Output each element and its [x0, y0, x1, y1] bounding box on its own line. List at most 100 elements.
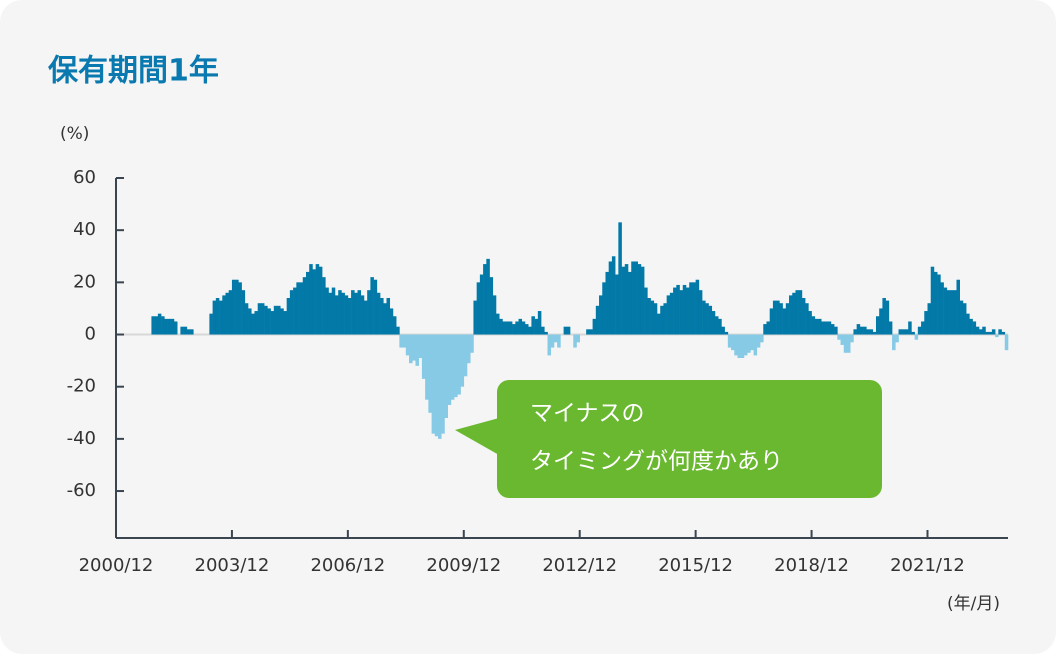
bar: [921, 321, 925, 335]
bar: [441, 334, 445, 434]
bar: [566, 326, 571, 335]
bar: [731, 334, 735, 351]
bar: [299, 282, 304, 335]
y-tick-label: 20: [73, 271, 96, 292]
y-tick-label: -20: [67, 376, 96, 397]
bar: [318, 266, 323, 335]
bar: [415, 334, 420, 366]
bar: [779, 303, 783, 335]
bar: [599, 295, 603, 335]
bar: [528, 326, 532, 335]
bar: [763, 324, 767, 335]
bar: [721, 326, 725, 335]
bar: [724, 331, 729, 335]
y-tick-label: -60: [67, 480, 96, 501]
bar: [428, 334, 432, 413]
x-tick-label: 2021/12: [890, 555, 965, 576]
bar: [798, 290, 803, 335]
bar: [1001, 331, 1006, 335]
x-tick-label: 2006/12: [310, 555, 385, 576]
bar: [553, 334, 558, 343]
bar: [438, 334, 442, 439]
bar: [508, 321, 513, 335]
bar: [772, 300, 777, 335]
bar: [573, 334, 577, 348]
bar: [647, 298, 651, 335]
bar: [953, 290, 957, 335]
bar: [273, 305, 278, 335]
bar: [499, 318, 503, 335]
bar: [421, 334, 426, 379]
bar: [434, 334, 439, 437]
bar: [811, 316, 816, 335]
bar: [785, 303, 790, 335]
bar: [373, 279, 378, 335]
bar: [837, 334, 841, 340]
bar: [702, 300, 706, 335]
bar: [824, 321, 828, 335]
bar: [331, 287, 336, 335]
bar: [489, 277, 494, 335]
bar: [325, 287, 329, 335]
bar: [312, 269, 316, 335]
bar: [911, 331, 915, 335]
bar: [347, 298, 352, 335]
bar: [212, 300, 217, 335]
bar: [370, 277, 374, 335]
bar: [843, 334, 848, 353]
bar: [444, 334, 448, 418]
callout-box: [497, 380, 882, 498]
bar: [895, 334, 899, 343]
bar: [209, 313, 213, 335]
x-tick-label: 2000/12: [79, 555, 154, 576]
bar: [483, 264, 487, 335]
bar: [460, 334, 465, 387]
bar: [380, 298, 384, 335]
bar: [595, 305, 600, 335]
bar: [830, 324, 835, 335]
bar: [531, 316, 535, 335]
bar: [264, 305, 268, 335]
bar: [157, 313, 162, 335]
bar: [908, 321, 912, 335]
bar: [289, 290, 294, 335]
bar: [293, 287, 297, 335]
bar: [750, 334, 754, 351]
bar: [167, 318, 172, 335]
bar: [231, 279, 236, 335]
bar: [396, 326, 400, 335]
bar: [933, 271, 938, 335]
bar: [740, 334, 745, 358]
bar: [863, 326, 867, 335]
bar: [431, 334, 436, 434]
bar: [624, 264, 629, 335]
bar: [737, 334, 742, 358]
bar: [283, 311, 287, 335]
bar: [608, 261, 613, 335]
bar: [840, 334, 845, 345]
bar: [644, 287, 648, 335]
bar: [979, 329, 983, 335]
x-tick-label: 2015/12: [658, 555, 733, 576]
bar: [277, 305, 281, 335]
bar: [969, 318, 973, 335]
bar: [892, 334, 896, 351]
bar: [190, 329, 194, 335]
bar: [991, 329, 996, 335]
bar: [853, 329, 857, 335]
bar: [537, 311, 542, 335]
bar: [486, 258, 490, 335]
bar: [383, 303, 387, 335]
bar: [425, 334, 429, 400]
bar: [518, 318, 523, 335]
bar: [180, 326, 184, 335]
bar: [972, 321, 977, 335]
bar: [711, 311, 716, 335]
bar: [782, 308, 787, 335]
bar: [322, 277, 326, 335]
bar: [769, 308, 774, 335]
bar: [882, 298, 886, 335]
bar: [789, 295, 793, 335]
bar: [405, 334, 410, 356]
